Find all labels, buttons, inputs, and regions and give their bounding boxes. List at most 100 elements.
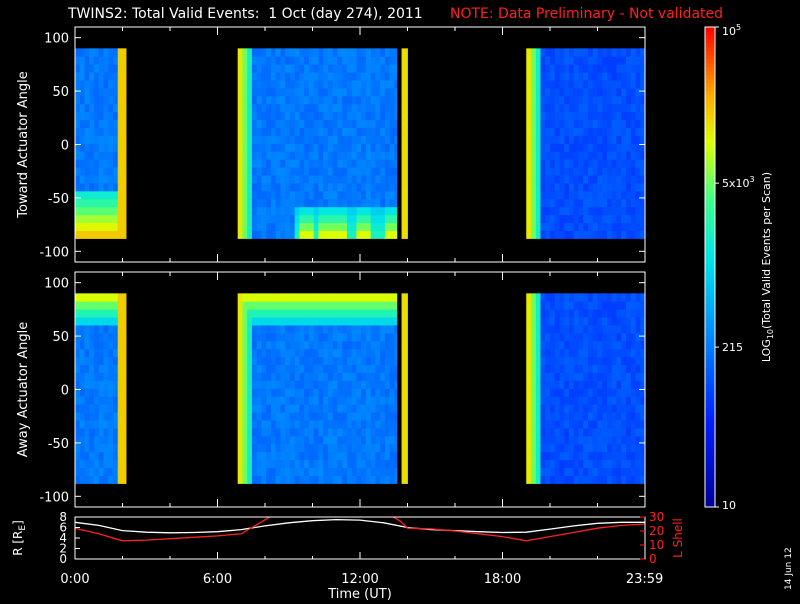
heatmap-cell [89,80,95,89]
heatmap-cell [526,167,532,176]
heatmap-cell [573,127,579,136]
heatmap-cell [117,332,123,342]
heatmap-cell [621,309,627,318]
heatmap-cell [318,119,324,128]
heatmap-cell [602,198,608,208]
colorbar-segment [705,391,715,396]
heatmap-cell [103,340,109,350]
heatmap-cell [592,467,598,476]
heatmap-cell [380,301,386,310]
heatmap-cell [531,190,537,200]
heatmap-cell [75,135,81,144]
heatmap-cell [351,380,357,389]
heatmap-cell [94,103,100,113]
heatmap-cell [103,301,109,310]
heatmap-cell [289,348,296,358]
heatmap-cell [545,230,551,239]
heatmap-cell [384,222,391,231]
heatmap-cell [611,230,617,239]
heatmap-cell [270,167,277,176]
heatmap-cell [351,111,357,121]
heatmap-cell [550,317,556,326]
heatmap-cell [113,214,119,224]
heatmap-cell [535,230,541,239]
heatmap-cell [299,175,305,184]
heatmap-cell [261,475,267,484]
heatmap-cell [346,364,353,373]
heatmap-cell [545,428,551,437]
heatmap-cell [375,293,381,302]
heatmap-cell [545,388,551,397]
heatmap-cell [247,348,253,358]
heatmap-cell [98,388,104,397]
heatmap-cell [370,159,376,168]
heatmap-cell [406,475,408,484]
heatmap-cell [346,317,353,326]
heatmap-cell [84,435,90,445]
heatmap-cell [251,325,258,334]
heatmap-cell [103,364,109,373]
heatmap-cell [304,48,310,57]
heatmap-cell [545,317,551,326]
heatmap-cell [256,87,262,97]
heatmap-cell [270,87,277,97]
heatmap-cell [122,143,127,152]
heatmap-cell [108,325,114,334]
heatmap-cell [554,111,560,121]
heatmap-cell [607,325,613,334]
heatmap-cell [237,428,243,437]
heatmap-cell [84,340,90,350]
heatmap-cell [630,190,636,200]
heatmap-cell [535,135,541,144]
heatmap-cell [275,87,281,97]
heatmap-cell [554,143,560,152]
heatmap-cell [621,420,627,429]
heatmap-cell [611,435,617,445]
heatmap-cell [75,56,81,65]
heatmap-cell [535,175,541,184]
heatmap-cell [313,167,319,176]
heatmap-cell [256,435,262,445]
heatmap-cell [394,230,398,239]
heatmap-cell [394,56,398,65]
heatmap-cell [346,372,353,381]
heatmap-cell [554,135,560,144]
heatmap-cell [84,356,90,366]
heatmap-cell [531,119,537,128]
heatmap-cell [365,198,372,208]
heatmap-cell [406,388,408,397]
heatmap-cell [351,135,357,144]
heatmap-cell [583,143,589,152]
heatmap-cell [578,206,584,216]
heatmap-cell [266,301,272,310]
heatmap-cell [583,467,589,476]
heatmap-cell [526,356,532,366]
heatmap-cell [318,103,324,113]
heatmap-cell [602,388,608,397]
heatmap-cell [588,293,594,302]
heatmap-cell [602,293,608,302]
heatmap-cell [94,64,100,73]
heatmap-cell [394,80,398,89]
heatmap-cell [261,95,267,105]
heatmap-cell [545,198,551,208]
heatmap-cell [285,301,291,310]
heatmap-cell [351,396,357,405]
heatmap-cell [108,309,114,318]
heatmap-cell [535,356,541,366]
heatmap-cell [630,103,636,113]
heatmap-cell [337,451,343,461]
heatmap-cell [294,348,300,358]
heatmap-cell [550,332,556,342]
heatmap-cell [75,459,81,469]
heatmap-cell [275,420,281,429]
colorbar-segment [705,215,715,220]
heatmap-cell [573,459,579,469]
heatmap-cell [318,214,324,224]
heatmap-cell [270,206,277,216]
heatmap-cell [394,388,398,397]
heatmap-cell [79,404,85,413]
heatmap-cell [370,119,376,128]
heatmap-cell [406,332,408,342]
colorbar-tick-label: 105 [722,23,741,38]
